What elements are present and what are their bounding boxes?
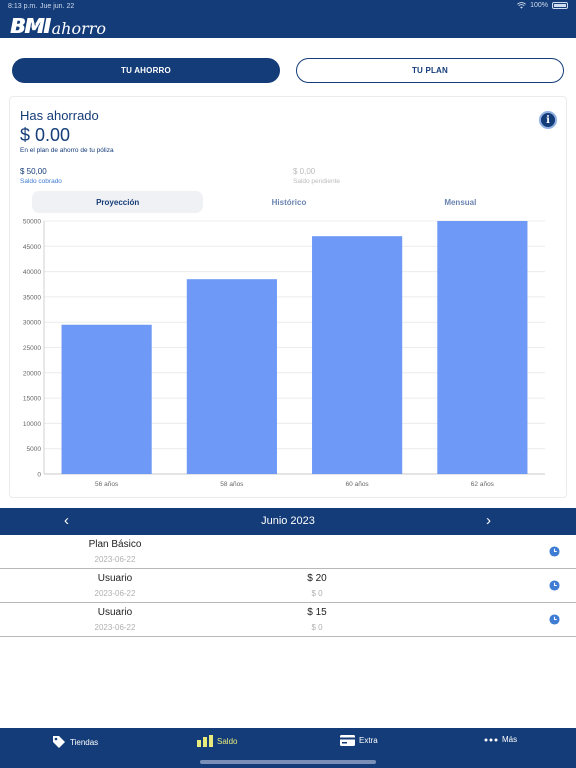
item-date: 2023-06-22 — [94, 589, 136, 598]
item-name: Usuario — [97, 607, 133, 618]
tab-tu-plan[interactable]: TU PLAN — [296, 58, 564, 83]
chart-tab-proyeccion[interactable]: Proyección — [32, 191, 204, 213]
tag-icon — [53, 736, 65, 748]
clock-icon[interactable] — [549, 580, 560, 591]
status-bar: 8:13 p.m. Jue jun. 22 100% — [0, 0, 576, 12]
clock-icon[interactable] — [549, 546, 560, 557]
chart-tab-historico[interactable]: Histórico — [271, 197, 307, 207]
y-tick-label: 10000 — [23, 421, 41, 428]
chart-tabs: Proyección Histórico Mensual — [32, 191, 546, 213]
tab-extra-label: Extra — [359, 736, 378, 745]
item-date: 2023-06-22 — [94, 623, 136, 632]
more-icon — [484, 738, 498, 741]
tab-saldo[interactable]: Saldo — [197, 735, 237, 747]
pending-value: $ 0,00 — [293, 167, 316, 176]
y-tick-label: 50000 — [23, 219, 41, 226]
item-amount-sub: $ 0 — [311, 589, 323, 598]
item-name: Usuario — [97, 573, 133, 584]
tab-mas-label: Más — [502, 735, 518, 744]
y-tick-label: 15000 — [23, 396, 41, 403]
collected-label: Saldo cobrado — [20, 178, 62, 185]
list-item[interactable]: Usuario 2023-06-22 $ 15 $ 0 — [0, 603, 576, 637]
y-tick-label: 40000 — [23, 269, 41, 276]
chart-bar — [437, 221, 528, 474]
projection-chart: 0 5000 10000 15000 20000 25000 30000 35000 40000… — [23, 219, 545, 488]
y-tick-label: 25000 — [23, 345, 41, 352]
chart-bar — [61, 324, 152, 474]
battery-icon — [552, 2, 568, 9]
bar-chart-icon — [197, 735, 213, 747]
item-amount: $ 15 — [307, 607, 327, 618]
chevron-right-icon[interactable]: › — [486, 512, 491, 529]
collected-value: $ 50,00 — [20, 167, 47, 176]
y-tick-label: 30000 — [23, 320, 41, 327]
credit-card-icon — [340, 735, 355, 746]
y-tick-label: 45000 — [23, 244, 41, 251]
brand-logo: BMI ahorro — [11, 14, 106, 38]
home-indicator — [200, 760, 376, 764]
transactions-list: Plan Básico 2023-06-22 Usuario 2023-06-2… — [0, 535, 576, 637]
x-tick-label: 62 años — [471, 481, 495, 488]
savings-heading: Has ahorrado — [20, 108, 99, 123]
chart-bar — [312, 236, 403, 474]
x-tick-label: 60 años — [346, 481, 370, 488]
item-date: 2023-06-22 — [94, 555, 136, 564]
savings-card: Has ahorrado $ 0.00 En el plan de ahorro… — [9, 96, 567, 498]
x-tick-label: 58 años — [220, 481, 244, 488]
status-date: Jue jun. 22 — [40, 3, 75, 10]
month-navigator: ‹ Junio 2023 › — [0, 508, 576, 535]
savings-subtitle: En el plan de ahorro de tu póliza — [20, 147, 114, 154]
item-name: Plan Básico — [88, 539, 142, 550]
header-bar: 8:13 p.m. Jue jun. 22 100% BMI ahorro — [0, 0, 576, 38]
tab-mas[interactable]: Más — [484, 735, 517, 744]
status-time: 8:13 p.m. — [8, 3, 38, 10]
wifi-icon — [517, 2, 527, 9]
tab-tiendas[interactable]: Tiendas — [52, 735, 98, 749]
chevron-left-icon[interactable]: ‹ — [64, 512, 69, 529]
list-item[interactable]: Plan Básico 2023-06-22 — [0, 535, 576, 569]
list-item[interactable]: Usuario 2023-06-22 $ 20 $ 0 — [0, 569, 576, 603]
chart-bar — [186, 279, 277, 474]
tab-tiendas-label: Tiendas — [70, 737, 99, 747]
chart-tab-mensual[interactable]: Mensual — [444, 197, 477, 207]
info-icon[interactable]: i — [539, 111, 557, 129]
y-tick-label: 35000 — [23, 294, 41, 301]
savings-amount: $ 0.00 — [20, 125, 71, 145]
tab-extra[interactable]: Extra — [340, 735, 378, 746]
logo-sub: ahorro — [51, 19, 106, 38]
x-tick-label: 56 años — [95, 481, 119, 488]
tab-saldo-label: Saldo — [217, 736, 238, 746]
pending-label: Saldo pendiente — [293, 178, 340, 185]
y-tick-label: 0 — [37, 472, 41, 479]
y-tick-label: 5000 — [27, 446, 42, 453]
tab-tu-ahorro[interactable]: TU AHORRO — [12, 58, 280, 83]
logo-main: BMI — [11, 14, 52, 38]
clock-icon[interactable] — [549, 614, 560, 625]
y-tick-label: 20000 — [23, 370, 41, 377]
item-amount-sub: $ 0 — [311, 623, 323, 632]
month-title: Junio 2023 — [261, 515, 315, 527]
status-right: 100% — [517, 2, 568, 9]
battery-percent: 100% — [530, 2, 548, 9]
item-amount: $ 20 — [307, 573, 327, 584]
